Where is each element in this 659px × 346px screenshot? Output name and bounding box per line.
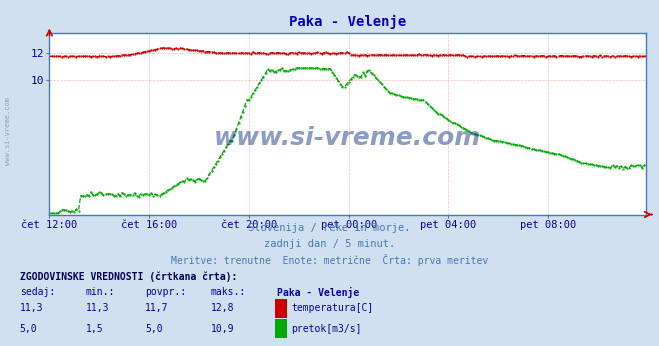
- Text: 11,3: 11,3: [86, 303, 109, 313]
- Text: 11,3: 11,3: [20, 303, 43, 313]
- Text: Meritve: trenutne  Enote: metrične  Črta: prva meritev: Meritve: trenutne Enote: metrične Črta: …: [171, 254, 488, 266]
- Text: Paka - Velenje: Paka - Velenje: [277, 287, 359, 298]
- Text: 10,9: 10,9: [211, 324, 235, 334]
- Text: 1,5: 1,5: [86, 324, 103, 334]
- Text: www.si-vreme.com: www.si-vreme.com: [5, 98, 11, 165]
- Text: 5,0: 5,0: [20, 324, 38, 334]
- Text: 12,8: 12,8: [211, 303, 235, 313]
- Text: ZGODOVINSKE VREDNOSTI (črtkana črta):: ZGODOVINSKE VREDNOSTI (črtkana črta):: [20, 272, 237, 282]
- Text: povpr.:: povpr.:: [145, 287, 186, 297]
- Text: zadnji dan / 5 minut.: zadnji dan / 5 minut.: [264, 239, 395, 249]
- Text: pretok[m3/s]: pretok[m3/s]: [291, 324, 362, 334]
- Text: www.si-vreme.com: www.si-vreme.com: [214, 126, 481, 150]
- Text: sedaj:: sedaj:: [20, 287, 55, 297]
- Text: 11,7: 11,7: [145, 303, 169, 313]
- Text: temperatura[C]: temperatura[C]: [291, 303, 374, 313]
- Text: 5,0: 5,0: [145, 324, 163, 334]
- Title: Paka - Velenje: Paka - Velenje: [289, 15, 406, 29]
- Text: min.:: min.:: [86, 287, 115, 297]
- Text: Slovenija / reke in morje.: Slovenija / reke in morje.: [248, 223, 411, 233]
- Text: maks.:: maks.:: [211, 287, 246, 297]
